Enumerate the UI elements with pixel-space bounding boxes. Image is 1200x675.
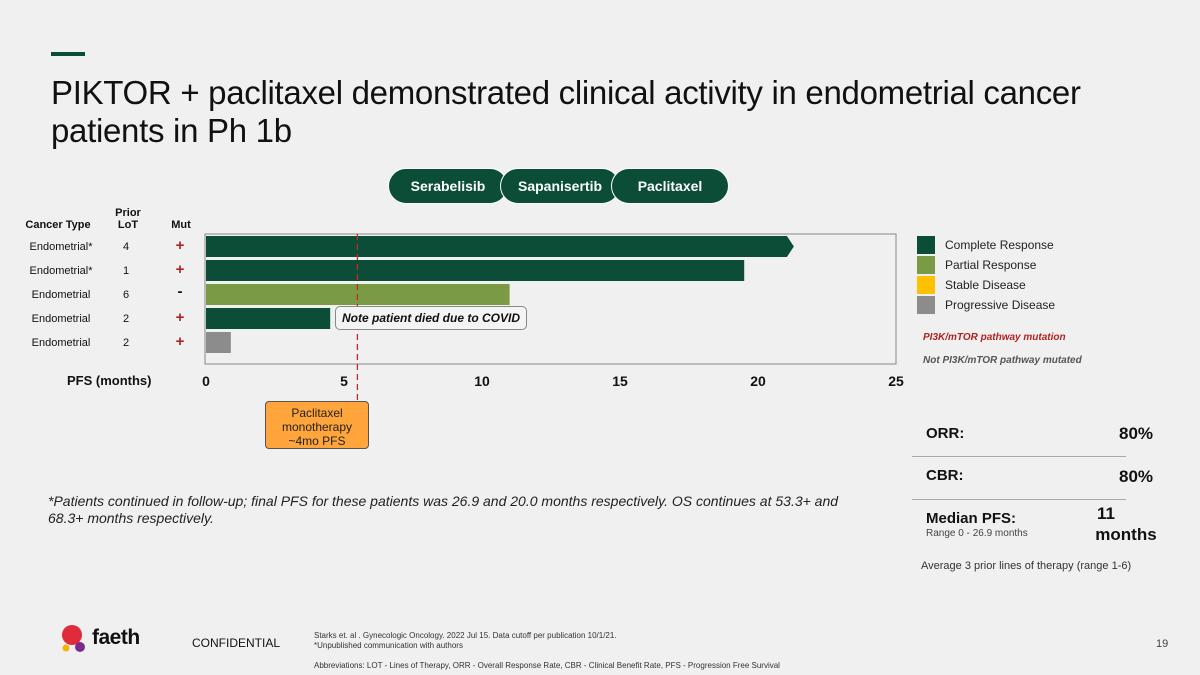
faeth-logo-text: faeth bbox=[92, 626, 140, 649]
row-cancer-type: Endometrial bbox=[31, 337, 91, 349]
row-prior-lot: 6 bbox=[122, 289, 130, 301]
page-number: 19 bbox=[1156, 638, 1169, 650]
median-pfs-unit: months bbox=[1095, 525, 1157, 544]
row-cancer-type: Endometrial bbox=[31, 289, 91, 301]
legend-swatch bbox=[917, 256, 935, 274]
legend-note-mutated: PI3K/mTOR pathway mutation bbox=[923, 332, 1066, 343]
row-mut: + bbox=[175, 309, 185, 326]
row-prior-lot: 2 bbox=[122, 337, 130, 349]
row-cancer-type: Endometrial* bbox=[29, 265, 93, 277]
row-prior-lot: 1 bbox=[122, 265, 130, 277]
legend-item-progressive-disease: Progressive Disease bbox=[917, 296, 1055, 314]
source-citation: Starks et. al . Gynecologic Oncology. 20… bbox=[314, 631, 617, 651]
pfs-bar bbox=[206, 332, 231, 353]
faeth-logo-mark-icon bbox=[62, 625, 85, 652]
drug-pill-sapanisertib: Sapanisertib bbox=[500, 168, 620, 204]
row-cancer-type: Endometrial* bbox=[29, 241, 93, 253]
x-tick-label: 0 bbox=[202, 373, 210, 389]
row-mut: + bbox=[175, 261, 185, 278]
chart-plot-frame bbox=[204, 233, 897, 365]
avg-therapy-note: Average 3 prior lines of therapy (range … bbox=[921, 560, 1132, 572]
source-line: *Unpublished communication with authors bbox=[314, 641, 463, 650]
x-tick-label: 20 bbox=[750, 373, 766, 389]
header-mut: Mut bbox=[171, 219, 191, 231]
cbr-label: CBR: bbox=[926, 467, 964, 484]
legend-label: Partial Response bbox=[945, 258, 1037, 272]
pfs-bar bbox=[206, 236, 794, 257]
confidential-label: CONFIDENTIAL bbox=[192, 636, 281, 650]
pfs-bar bbox=[206, 308, 331, 329]
monotherapy-line: Paclitaxel bbox=[291, 406, 343, 420]
row-prior-lot: 4 bbox=[122, 241, 130, 253]
x-tick-label: 10 bbox=[474, 373, 490, 389]
legend-item-stable-disease: Stable Disease bbox=[917, 276, 1026, 294]
legend-label: Progressive Disease bbox=[945, 298, 1056, 312]
monotherapy-line: ~4mo PFS bbox=[288, 434, 346, 448]
row-mut: - bbox=[177, 283, 183, 300]
legend-item-partial-response: Partial Response bbox=[917, 256, 1036, 274]
x-tick-label: 15 bbox=[612, 373, 628, 389]
pfs-bar bbox=[206, 260, 745, 281]
slide-title: PIKTOR + paclitaxel demonstrated clinica… bbox=[51, 74, 1081, 149]
median-pfs-label: Median PFS: bbox=[926, 510, 1017, 527]
monotherapy-callout: Paclitaxel monotherapy ~4mo PFS bbox=[265, 401, 369, 449]
header-cancer-type: Cancer Type bbox=[25, 219, 91, 231]
x-axis-label: PFS (months) bbox=[67, 373, 152, 388]
cbr-value: 80% bbox=[1118, 467, 1154, 486]
header-prior-lot: Prior LoT bbox=[115, 207, 141, 231]
row-mut: + bbox=[175, 333, 185, 350]
median-pfs-number: 11 bbox=[1097, 504, 1115, 523]
follow-up-footnote: *Patients continued in follow-up; final … bbox=[48, 493, 839, 526]
title-accent-bar bbox=[51, 52, 85, 56]
abbreviations: Abbreviations: LOT - Lines of Therapy, O… bbox=[314, 661, 780, 670]
stat-divider bbox=[912, 499, 1126, 500]
row-prior-lot: 2 bbox=[122, 313, 130, 325]
drug-pill-paclitaxel: Paclitaxel bbox=[611, 168, 729, 204]
drug-pill-serabelisib: Serabelisib bbox=[388, 168, 508, 204]
monotherapy-line: monotherapy bbox=[281, 420, 353, 434]
legend-label: Complete Response bbox=[945, 238, 1054, 252]
legend-note-not-mutated: Not PI3K/mTOR pathway mutated bbox=[923, 355, 1082, 366]
stat-divider bbox=[912, 456, 1126, 457]
covid-note-callout: Note patient died due to COVID bbox=[335, 306, 527, 330]
x-tick-label: 5 bbox=[340, 373, 348, 389]
faeth-logo: faeth bbox=[60, 622, 160, 654]
row-cancer-type: Endometrial bbox=[31, 313, 91, 325]
x-tick-label: 25 bbox=[888, 373, 904, 389]
legend-swatch bbox=[917, 296, 935, 314]
legend-item-complete-response: Complete Response bbox=[917, 236, 1054, 254]
median-pfs-range: Range 0 - 26.9 months bbox=[926, 528, 1028, 539]
legend-swatch bbox=[917, 276, 935, 294]
legend-label: Stable Disease bbox=[945, 278, 1026, 292]
source-line: Starks et. al . Gynecologic Oncology. 20… bbox=[314, 631, 617, 640]
orr-label: ORR: bbox=[926, 425, 965, 442]
orr-value: 80% bbox=[1118, 424, 1154, 443]
row-mut: + bbox=[175, 237, 185, 254]
median-pfs-value: 11 bbox=[1086, 504, 1126, 523]
legend-swatch bbox=[917, 236, 935, 254]
